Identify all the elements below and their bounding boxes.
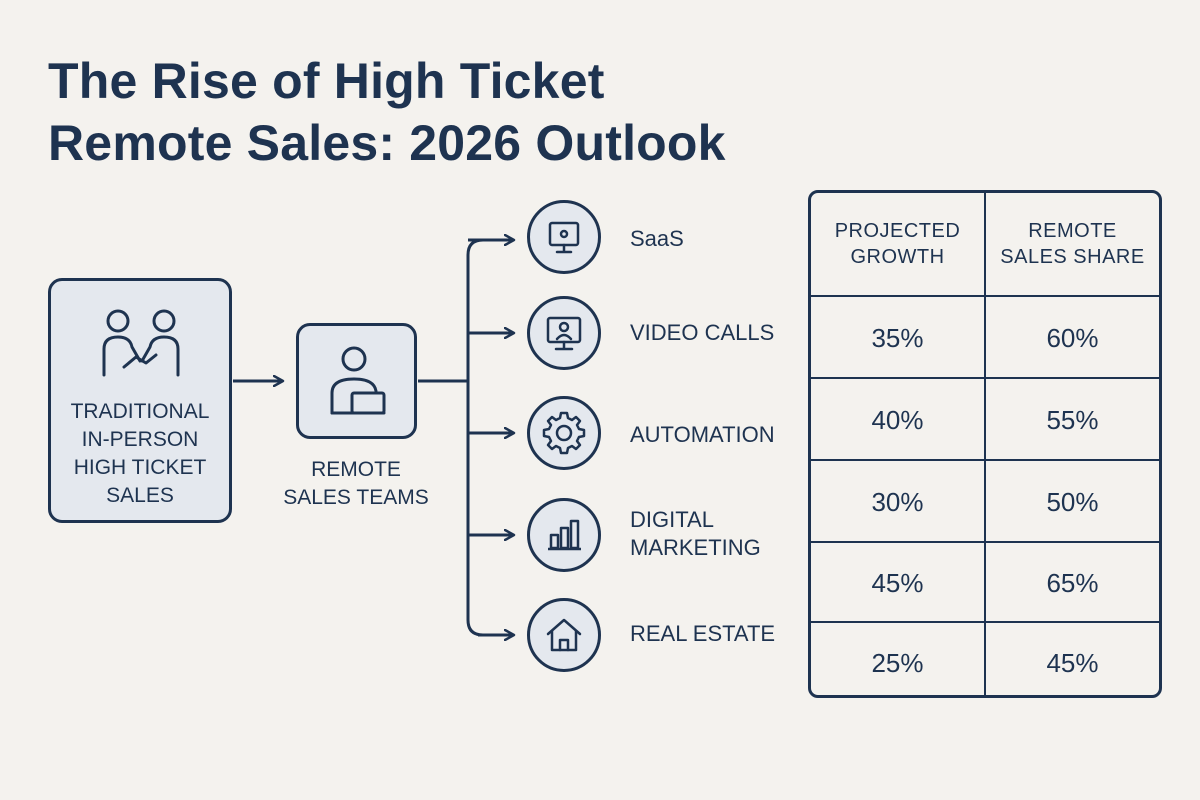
table-header-row: PROJECTED GROWTH REMOTE SALES SHARE	[811, 193, 1159, 295]
automation-label: AUTOMATION	[630, 422, 775, 447]
growth-share-table: PROJECTED GROWTH REMOTE SALES SHARE 35% …	[808, 190, 1162, 698]
bar-chart-icon	[548, 519, 581, 551]
projected-growth-cell: 40%	[871, 404, 924, 435]
remote-share-cell: 60%	[984, 297, 1159, 379]
header-remote-sales-share: REMOTE SALES SHARE	[984, 193, 1159, 295]
projected-growth-cell: 45%	[871, 567, 924, 598]
handshake-icon	[102, 309, 180, 377]
page-title: The Rise of High Ticket Remote Sales: 20…	[48, 50, 808, 174]
remote-share-cell: 45%	[984, 623, 1159, 695]
header-projected-growth: PROJECTED GROWTH	[834, 220, 961, 268]
house-icon	[546, 618, 582, 652]
real-estate-label: REAL ESTATE	[630, 621, 776, 646]
traditional-sales-label: TRADITIONAL IN-PERSON HIGH TICKET SALES	[70, 400, 210, 507]
title-line-1: The Rise of High Ticket	[48, 53, 605, 109]
projected-growth-cell: 25%	[871, 647, 924, 678]
table-row: 40% 55%	[811, 377, 1159, 461]
remote-share-cell: 65%	[984, 543, 1159, 623]
digital-marketing-node	[527, 498, 601, 572]
table-row: 35% 60%	[811, 295, 1159, 379]
title-line-2: Remote Sales: 2026 Outlook	[48, 115, 726, 171]
monitor-icon	[548, 221, 580, 254]
projected-growth-cell: 30%	[871, 486, 924, 517]
gear-icon	[542, 411, 586, 455]
projected-growth-cell: 35%	[871, 322, 924, 353]
real-estate-node	[527, 598, 601, 672]
video-call-icon	[546, 316, 582, 351]
table-row: 25% 45%	[811, 621, 1159, 695]
person-laptop-icon	[330, 346, 386, 415]
table-row: 45% 65%	[811, 541, 1159, 623]
traditional-sales-box	[48, 278, 232, 523]
remote-sales-teams-label: REMOTE SALES TEAMS	[283, 458, 429, 509]
saas-label: SaaS	[630, 226, 684, 251]
saas-node	[527, 200, 601, 274]
video-calls-node	[527, 296, 601, 370]
remote-share-cell: 55%	[984, 379, 1159, 461]
remote-share-cell: 50%	[984, 461, 1159, 543]
branch-trunk	[466, 238, 484, 637]
automation-node	[527, 396, 601, 470]
remote-sales-teams-box	[296, 323, 417, 439]
video-calls-label: VIDEO CALLS	[630, 320, 775, 345]
digital-marketing-label: DIGITAL MARKETING	[630, 507, 761, 560]
table-row: 30% 50%	[811, 459, 1159, 543]
